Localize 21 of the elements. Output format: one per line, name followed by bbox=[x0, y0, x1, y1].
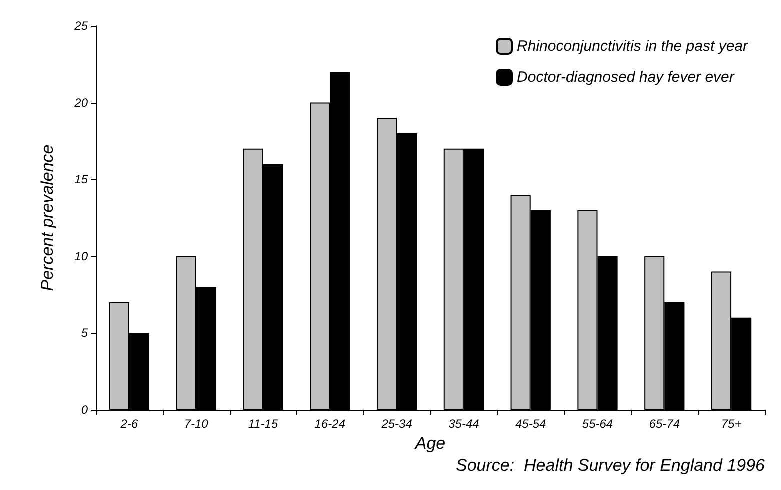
y-tick-label: 10 bbox=[74, 249, 88, 264]
x-tick-label: 7-10 bbox=[184, 417, 209, 431]
x-tick-label: 45-54 bbox=[516, 417, 547, 431]
y-tick-label: 15 bbox=[74, 172, 88, 187]
x-tick-label: 35-44 bbox=[448, 417, 480, 431]
x-tick-label: 16-24 bbox=[314, 417, 346, 431]
x-axis-title: Age bbox=[414, 434, 446, 453]
x-tick-label: 75+ bbox=[721, 417, 742, 431]
legend-label: Doctor-diagnosed hay fever ever bbox=[517, 69, 736, 86]
legend-label: Rhinoconjunctivitis in the past year bbox=[517, 38, 750, 55]
source-note: Source: Health Survey for England 1996 bbox=[456, 456, 766, 475]
x-tick-label: 25-34 bbox=[380, 417, 413, 431]
y-tick-label: 5 bbox=[81, 326, 88, 340]
x-tick-label: 2-6 bbox=[120, 417, 138, 431]
y-tick-label: 25 bbox=[74, 19, 88, 33]
y-axis-title: Percent prevalence bbox=[38, 144, 57, 292]
x-tick-label: 55-64 bbox=[582, 417, 614, 431]
y-tick-label: 20 bbox=[74, 96, 88, 110]
x-tick-label: 65-74 bbox=[649, 417, 680, 431]
y-tick-label: 0 bbox=[81, 403, 88, 417]
x-tick-label: 11-15 bbox=[248, 417, 278, 431]
